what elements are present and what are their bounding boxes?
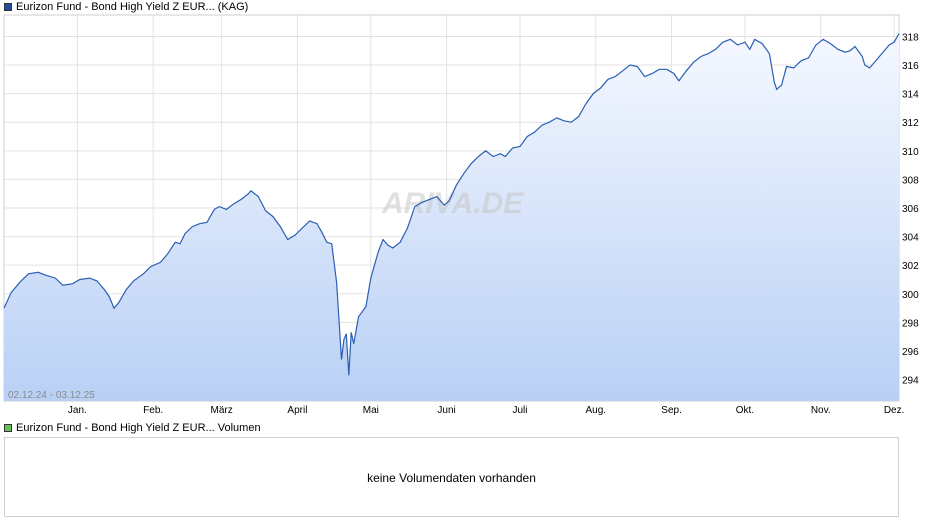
y-tick-label: 294 [902,376,919,387]
price-legend-swatch [4,3,12,11]
volume-panel: keine Volumendaten vorhanden [4,437,899,517]
price-chart: ARIVA.DE 294 296 298 300 302 304 306 308 310 312 3… [3,14,919,416]
y-tick-label: 306 [902,204,919,215]
price-area [4,33,899,401]
x-axis-ticks: Jan. Feb. März April Mai Juni Juli Aug. Sep. Okt.… [68,405,904,416]
date-range-label: 02.12.24 - 03.12.25 [8,390,95,401]
y-tick-label: 310 [902,147,919,158]
volume-legend: Eurizon Fund - Bond High Yield Z EUR... … [4,421,261,435]
x-tick-label: März [211,405,233,416]
y-axis-ticks: 294 296 298 300 302 304 306 308 310 312 314 316 318 [902,32,919,386]
x-tick-label: Okt. [736,405,754,416]
x-tick-label: Sep. [661,405,682,416]
x-tick-label: Feb. [143,405,163,416]
volume-legend-label: Eurizon Fund - Bond High Yield Z EUR... … [16,422,261,434]
y-tick-label: 316 [902,61,919,72]
y-tick-label: 298 [902,318,919,329]
x-tick-label: Dez. [884,405,905,416]
x-tick-label: Nov. [811,405,831,416]
y-tick-label: 304 [902,233,919,244]
x-tick-label: April [287,405,307,416]
y-tick-label: 314 [902,90,919,101]
x-tick-label: Jan. [68,405,87,416]
price-line [3,33,900,376]
x-tick-label: Aug. [585,405,606,416]
y-tick-label: 312 [902,118,919,129]
x-tick-label: Juni [437,405,455,416]
y-tick-label: 300 [902,290,919,301]
y-tick-label: 308 [902,175,919,186]
x-tick-label: Juli [512,405,527,416]
x-tick-label: Mai [363,405,379,416]
price-legend-label: Eurizon Fund - Bond High Yield Z EUR... … [16,1,249,13]
y-tick-label: 296 [902,347,919,358]
watermark: ARIVA.DE [381,187,524,220]
price-legend: Eurizon Fund - Bond High Yield Z EUR... … [4,0,248,14]
y-tick-label: 318 [902,32,919,43]
volume-legend-swatch [4,424,12,432]
y-tick-label: 302 [902,261,919,272]
volume-empty-message: keine Volumendaten vorhanden [367,471,536,485]
